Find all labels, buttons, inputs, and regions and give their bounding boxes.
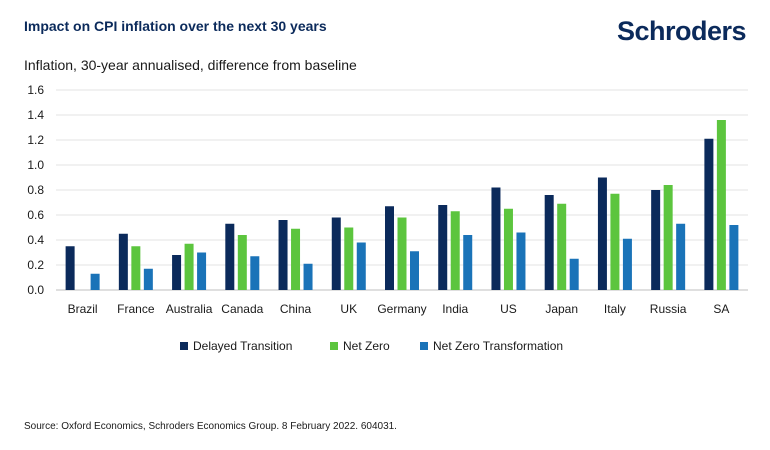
- source-note: Source: Oxford Economics, Schroders Econ…: [24, 421, 397, 432]
- x-tick-label: UK: [340, 302, 357, 316]
- x-tick-label: SA: [713, 302, 729, 316]
- bar: [438, 205, 448, 290]
- bar: [569, 258, 579, 290]
- bar: [463, 235, 473, 290]
- bar: [610, 193, 620, 290]
- bar: [172, 255, 182, 290]
- bar: [544, 195, 554, 290]
- bar: [503, 208, 513, 290]
- bar: [385, 206, 394, 290]
- x-tick-label: US: [500, 302, 517, 316]
- bar: [704, 138, 714, 290]
- bar: [225, 223, 235, 290]
- y-tick-label: 1.0: [27, 158, 44, 172]
- bar: [118, 233, 128, 290]
- bar: [65, 246, 75, 290]
- x-tick-label: Australia: [166, 302, 213, 316]
- x-tick-label: Germany: [377, 302, 426, 316]
- x-tick-label: China: [280, 302, 312, 316]
- bar: [143, 268, 153, 290]
- legend-swatch: [420, 342, 428, 350]
- bar: [356, 242, 366, 290]
- y-tick-label: 0.6: [27, 208, 44, 222]
- bar: [278, 220, 288, 290]
- bar: [557, 203, 567, 290]
- bar: [184, 243, 194, 290]
- y-tick-label: 1.4: [27, 108, 44, 122]
- bar: [450, 211, 460, 290]
- y-tick-label: 0.2: [27, 258, 44, 272]
- bar: [516, 232, 526, 290]
- bar: [344, 227, 354, 290]
- bar: [676, 223, 686, 290]
- bar: [250, 256, 260, 290]
- x-tick-label: France: [117, 302, 155, 316]
- legend-swatch: [330, 342, 338, 350]
- x-tick-label: Italy: [604, 302, 626, 316]
- legend-label: Net Zero: [343, 339, 390, 353]
- bar: [491, 187, 501, 290]
- x-tick-label: Russia: [650, 302, 687, 316]
- chart-subtitle: Inflation, 30-year annualised, differenc…: [24, 57, 357, 73]
- y-tick-label: 1.6: [27, 83, 44, 97]
- bar: [729, 225, 739, 290]
- bar: [331, 217, 341, 290]
- x-tick-label: India: [442, 302, 468, 316]
- bar: [303, 263, 313, 290]
- bar: [90, 273, 100, 290]
- bar: [597, 177, 607, 290]
- y-tick-label: 1.2: [27, 133, 44, 147]
- brand-logo: Schroders: [616, 16, 747, 46]
- bar: [622, 238, 632, 290]
- bar: [663, 185, 673, 290]
- y-tick-label: 0.4: [27, 233, 44, 247]
- y-tick-label: 0.8: [27, 183, 44, 197]
- chart-title: Impact on CPI inflation over the next 30…: [24, 18, 327, 34]
- bar: [410, 251, 419, 290]
- legend-label: Net Zero Transformation: [433, 339, 563, 353]
- bar: [716, 120, 726, 290]
- bar: [131, 246, 141, 290]
- x-tick-label: Brazil: [68, 302, 98, 316]
- x-tick-label: Japan: [545, 302, 578, 316]
- legend-label: Delayed Transition: [193, 339, 292, 353]
- y-tick-label: 0.0: [27, 283, 44, 297]
- bar: [197, 252, 207, 290]
- legend-swatch: [180, 342, 188, 350]
- bar: [651, 190, 661, 290]
- x-tick-label: Canada: [221, 302, 263, 316]
- bar: [291, 228, 301, 290]
- bar: [237, 235, 247, 290]
- bar: [397, 217, 407, 290]
